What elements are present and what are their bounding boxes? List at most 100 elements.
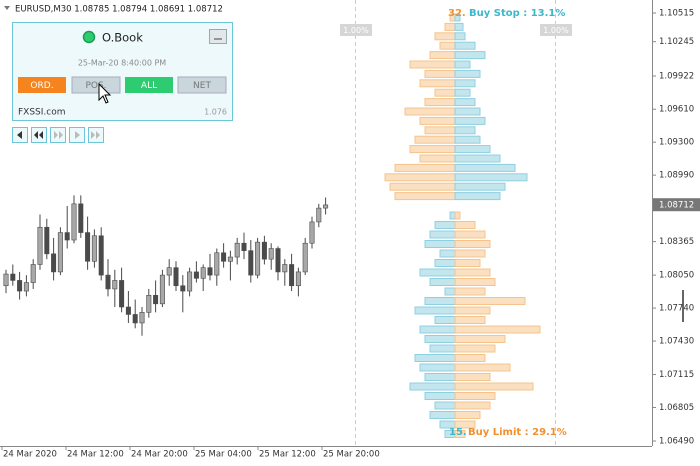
- nav-icons: [17, 131, 100, 139]
- candle-body: [105, 274, 111, 290]
- book-bar: [454, 13, 461, 22]
- book-bar: [429, 278, 456, 286]
- scale-label: 1.00%: [543, 26, 569, 35]
- y-tick-label: 1.10245: [659, 37, 694, 47]
- book-bar: [429, 230, 456, 239]
- button-all[interactable]: [125, 77, 173, 93]
- order-book: [384, 13, 541, 438]
- book-bar: [454, 135, 481, 144]
- nav-icon: [17, 131, 22, 139]
- candle-body: [10, 273, 16, 281]
- button-net[interactable]: [177, 76, 227, 94]
- scale-label: 1.00%: [343, 26, 369, 35]
- book-bar: [454, 401, 491, 410]
- minimize-button[interactable]: [209, 29, 227, 44]
- book-bar: [454, 344, 496, 353]
- book-bar: [454, 41, 476, 50]
- book-bar: [454, 392, 496, 400]
- book-bar: [409, 382, 456, 391]
- book-bar: [454, 316, 486, 324]
- book-bar: [384, 173, 456, 182]
- book-bar: [434, 32, 456, 41]
- book-bar: [454, 126, 476, 135]
- button-label: POS.: [85, 81, 106, 91]
- nav-icon: [91, 131, 100, 139]
- book-bar: [454, 145, 491, 154]
- candle-body: [57, 232, 63, 273]
- status-dot: [82, 30, 96, 44]
- book-bar: [419, 116, 456, 125]
- candle-body: [289, 264, 295, 287]
- book-bar: [454, 268, 491, 277]
- book-bar: [414, 135, 456, 144]
- book-bar: [454, 240, 491, 248]
- book-bar: [454, 182, 506, 191]
- button-ord[interactable]: [18, 77, 66, 93]
- book-bar: [434, 401, 456, 410]
- book-bar: [409, 60, 456, 69]
- candle-body: [200, 267, 206, 279]
- book-bar: [454, 79, 476, 88]
- candle-body: [37, 226, 43, 265]
- book-bar: [444, 287, 456, 296]
- scale-label-box: [340, 24, 372, 36]
- button-pos[interactable]: [71, 76, 121, 94]
- candle-body: [214, 252, 220, 276]
- book-bar: [419, 325, 456, 334]
- candle-body: [255, 241, 261, 276]
- book-bar: [389, 182, 456, 191]
- candle-body: [23, 282, 29, 292]
- candle-body: [248, 250, 254, 276]
- candle-body: [159, 274, 165, 305]
- book-bar: [454, 354, 486, 362]
- candle-body: [316, 207, 322, 223]
- candle-body: [207, 267, 213, 276]
- book-bar: [409, 145, 456, 154]
- scrollbar: [682, 290, 684, 322]
- candle-body: [17, 280, 23, 292]
- button-label: ALL: [141, 81, 157, 91]
- book-bar: [454, 211, 461, 220]
- book-bar: [454, 230, 486, 239]
- y-tick-label: 1.08990: [659, 171, 694, 181]
- current-price-label: 1.08712: [659, 201, 694, 211]
- book-bar: [394, 192, 456, 201]
- toolbar-arrow[interactable]: [4, 6, 10, 10]
- book-bar: [454, 173, 528, 182]
- y-tick-label: 1.07430: [659, 337, 694, 347]
- panel-site: FXSSI.com: [18, 108, 66, 118]
- buy-limit-truncated: 15.: [449, 427, 467, 438]
- book-bar: [454, 32, 466, 41]
- book-bar: [424, 126, 456, 135]
- x-tick-label: 25 Mar 12:00: [259, 450, 316, 460]
- book-bar: [454, 98, 476, 107]
- y-tick-label: 1.06490: [659, 437, 694, 447]
- candle-body: [125, 306, 131, 315]
- book-bar: [454, 154, 501, 163]
- candle-body: [112, 280, 118, 290]
- candle-body: [78, 203, 84, 233]
- mouse-cursor: [98, 82, 112, 104]
- candle-body: [275, 248, 281, 273]
- book-bar: [454, 221, 476, 229]
- book-bar: [449, 211, 456, 220]
- buy-stop-truncated: 32.: [448, 8, 466, 19]
- book-bar: [414, 306, 456, 315]
- book-bar: [454, 60, 471, 69]
- candle-body: [85, 232, 91, 262]
- book-bar: [419, 79, 456, 88]
- candle-body: [221, 252, 227, 262]
- book-bar: [439, 249, 456, 258]
- panel-frame: [12, 22, 233, 121]
- book-bar: [444, 22, 456, 31]
- book-bar: [424, 297, 456, 305]
- y-tick-label: 1.10515: [659, 8, 694, 18]
- book-bar: [394, 163, 456, 172]
- panel-timestamp: 25-Mar-20 8:40:00 PM: [78, 59, 166, 68]
- candle-body: [261, 241, 267, 260]
- book-bar: [454, 259, 481, 267]
- book-bar: [454, 22, 464, 31]
- book-bar: [454, 420, 476, 429]
- book-bar: [424, 240, 456, 248]
